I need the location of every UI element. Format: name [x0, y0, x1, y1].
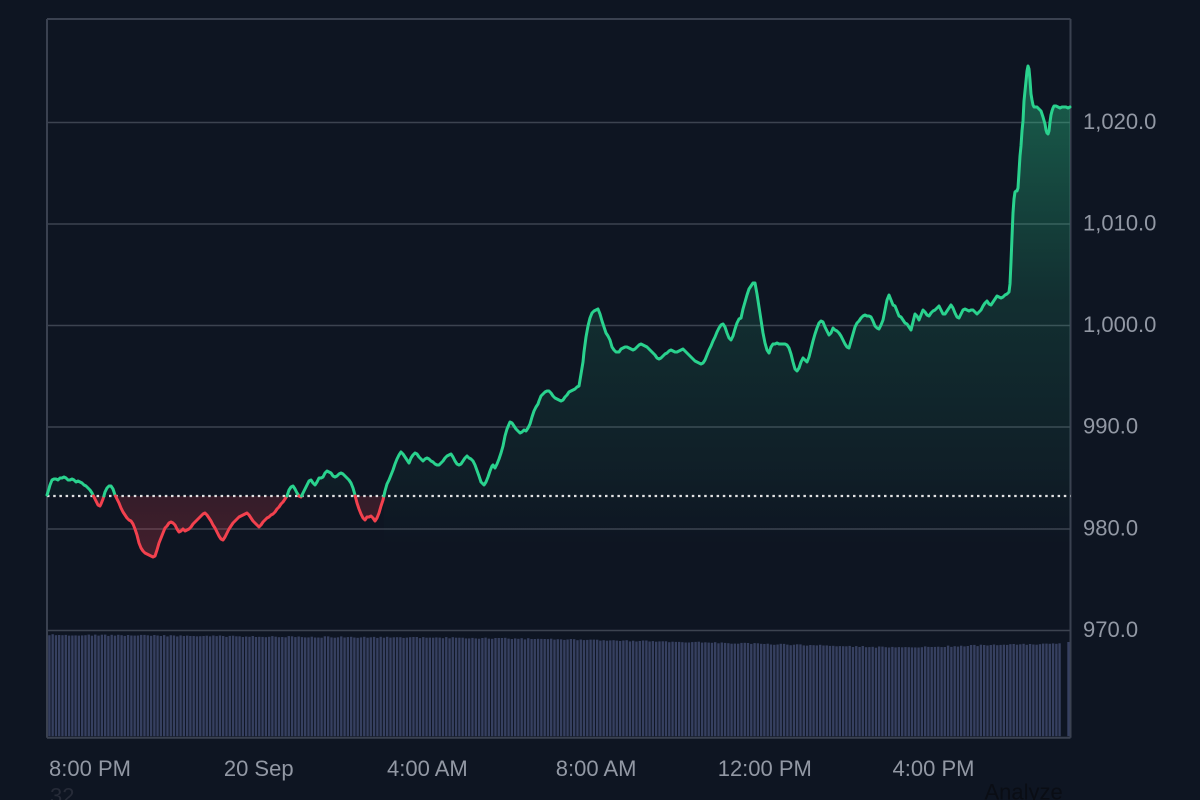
svg-text:4:00 PM: 4:00 PM: [893, 756, 975, 781]
svg-text:Analyze: Analyze: [985, 780, 1063, 800]
svg-text:4:00 AM: 4:00 AM: [387, 756, 468, 781]
svg-text:980.0: 980.0: [1083, 516, 1138, 541]
svg-text:970.0: 970.0: [1083, 617, 1138, 642]
svg-text:32: 32: [50, 784, 74, 800]
svg-text:20 Sep: 20 Sep: [224, 756, 294, 781]
svg-text:12:00 PM: 12:00 PM: [718, 756, 812, 781]
svg-text:1,010.0: 1,010.0: [1083, 211, 1156, 236]
svg-text:8:00 PM: 8:00 PM: [49, 756, 131, 781]
svg-text:1,000.0: 1,000.0: [1083, 312, 1156, 337]
svg-text:1,020.0: 1,020.0: [1083, 109, 1156, 134]
svg-text:990.0: 990.0: [1083, 414, 1138, 439]
svg-text:8:00 AM: 8:00 AM: [556, 756, 637, 781]
